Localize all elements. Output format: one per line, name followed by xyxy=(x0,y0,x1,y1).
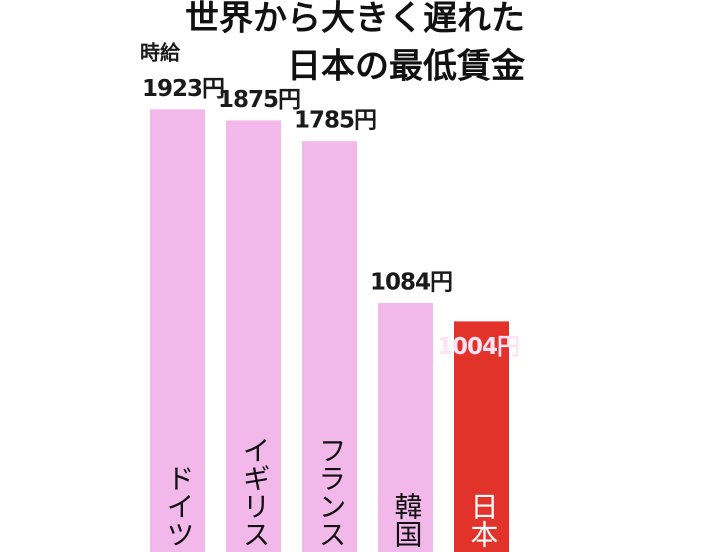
value-label: 1084円 xyxy=(370,269,452,295)
value-label: 1875円 xyxy=(218,87,300,113)
bar xyxy=(150,109,205,552)
bar xyxy=(454,321,509,552)
value-label: 1785円 xyxy=(294,108,376,134)
bar xyxy=(378,302,433,552)
chart-title: 日本の最低賃金 xyxy=(287,47,526,87)
value-label: 1923円 xyxy=(142,76,224,102)
value-label: 1004円 xyxy=(437,334,519,360)
category-label: 日本 xyxy=(467,492,500,548)
annotation: 時給 xyxy=(140,41,181,65)
category-label: ドイツ xyxy=(163,464,196,548)
chart-title: 世界から大きく遅れた xyxy=(185,0,525,39)
category-label: イギリス xyxy=(239,436,272,548)
category-label: 韓国 xyxy=(391,492,424,548)
bar xyxy=(302,141,357,552)
bar xyxy=(226,120,281,552)
category-label: フランス xyxy=(315,436,348,548)
